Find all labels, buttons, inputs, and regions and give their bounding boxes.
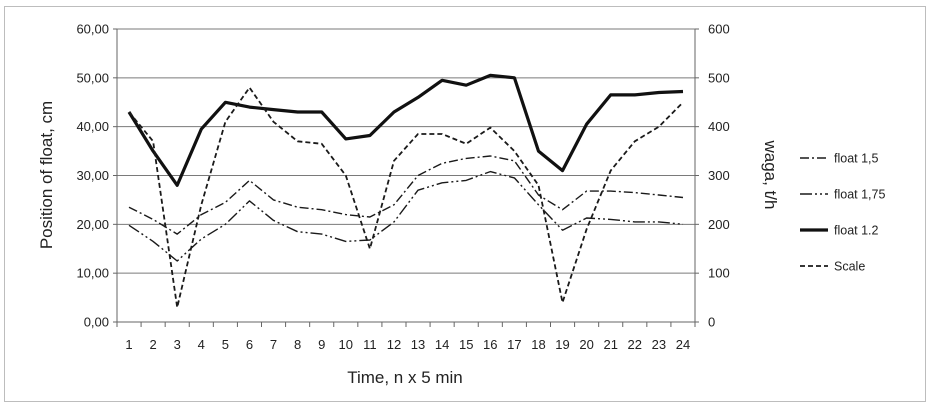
series-line-3 [128, 86, 684, 309]
x-tick-label: 11 [363, 337, 377, 352]
series-line-1 [128, 170, 684, 262]
y-axis-right-title: waga, t/h [761, 140, 780, 210]
x-tick-label: 18 [531, 337, 545, 352]
x-tick-label: 1 [125, 337, 132, 352]
y-right-tick-label: 600 [708, 22, 730, 37]
x-tick-label: 13 [411, 337, 425, 352]
x-tick-label: 12 [387, 337, 401, 352]
x-tick-label: 21 [603, 337, 617, 352]
y-axis-left-title: Position of float, cm [37, 101, 56, 249]
y-right-tick-label: 0 [708, 315, 715, 330]
x-tick-label: 19 [555, 337, 569, 352]
y-left-tick-label: 40,00 [76, 119, 109, 134]
y-left-tick-label: 50,00 [76, 70, 109, 85]
x-tick-label: 9 [318, 337, 325, 352]
x-tick-label: 10 [339, 337, 353, 352]
series-line-0 [128, 155, 684, 235]
y-left-tick-label: 0,00 [84, 315, 109, 330]
y-right-tick-label: 400 [708, 119, 730, 134]
x-tick-label: 20 [579, 337, 593, 352]
y-left-tick-label: 60,00 [76, 22, 109, 37]
y-right-tick-label: 300 [708, 168, 730, 183]
x-axis-title: Time, n x 5 min [347, 368, 463, 387]
x-tick-label: 6 [246, 337, 253, 352]
y-right-tick-label: 100 [708, 266, 730, 281]
y-left-tick-label: 20,00 [76, 217, 109, 232]
x-tick-label: 5 [222, 337, 229, 352]
y-right-tick-label: 200 [708, 217, 730, 232]
x-tick-label: 2 [150, 337, 157, 352]
legend-label-1: float 1,75 [834, 188, 885, 202]
x-tick-label: 14 [435, 337, 449, 352]
legend-label-0: float 1,5 [834, 152, 879, 166]
legend: float 1,5 float 1,75 float 1.2 Scale [800, 152, 885, 274]
x-tick-label: 8 [294, 337, 301, 352]
chart-frame [4, 6, 926, 402]
x-tick-label: 4 [198, 337, 205, 352]
x-tick-label: 24 [676, 337, 690, 352]
x-tick-label: 23 [652, 337, 666, 352]
x-tick-label: 15 [459, 337, 473, 352]
x-tick-label: 3 [174, 337, 181, 352]
x-tick-label: 16 [483, 337, 497, 352]
x-tick-label: 17 [507, 337, 521, 352]
x-tick-label: 7 [270, 337, 277, 352]
series-line-2 [127, 73, 684, 187]
legend-label-3: Scale [834, 260, 865, 274]
y-right-tick-label: 500 [708, 70, 730, 85]
y-left-tick-label: 30,00 [76, 168, 109, 183]
y-left-tick-label: 10,00 [76, 266, 109, 281]
legend-label-2: float 1.2 [834, 224, 879, 238]
x-tick-label: 22 [628, 337, 642, 352]
